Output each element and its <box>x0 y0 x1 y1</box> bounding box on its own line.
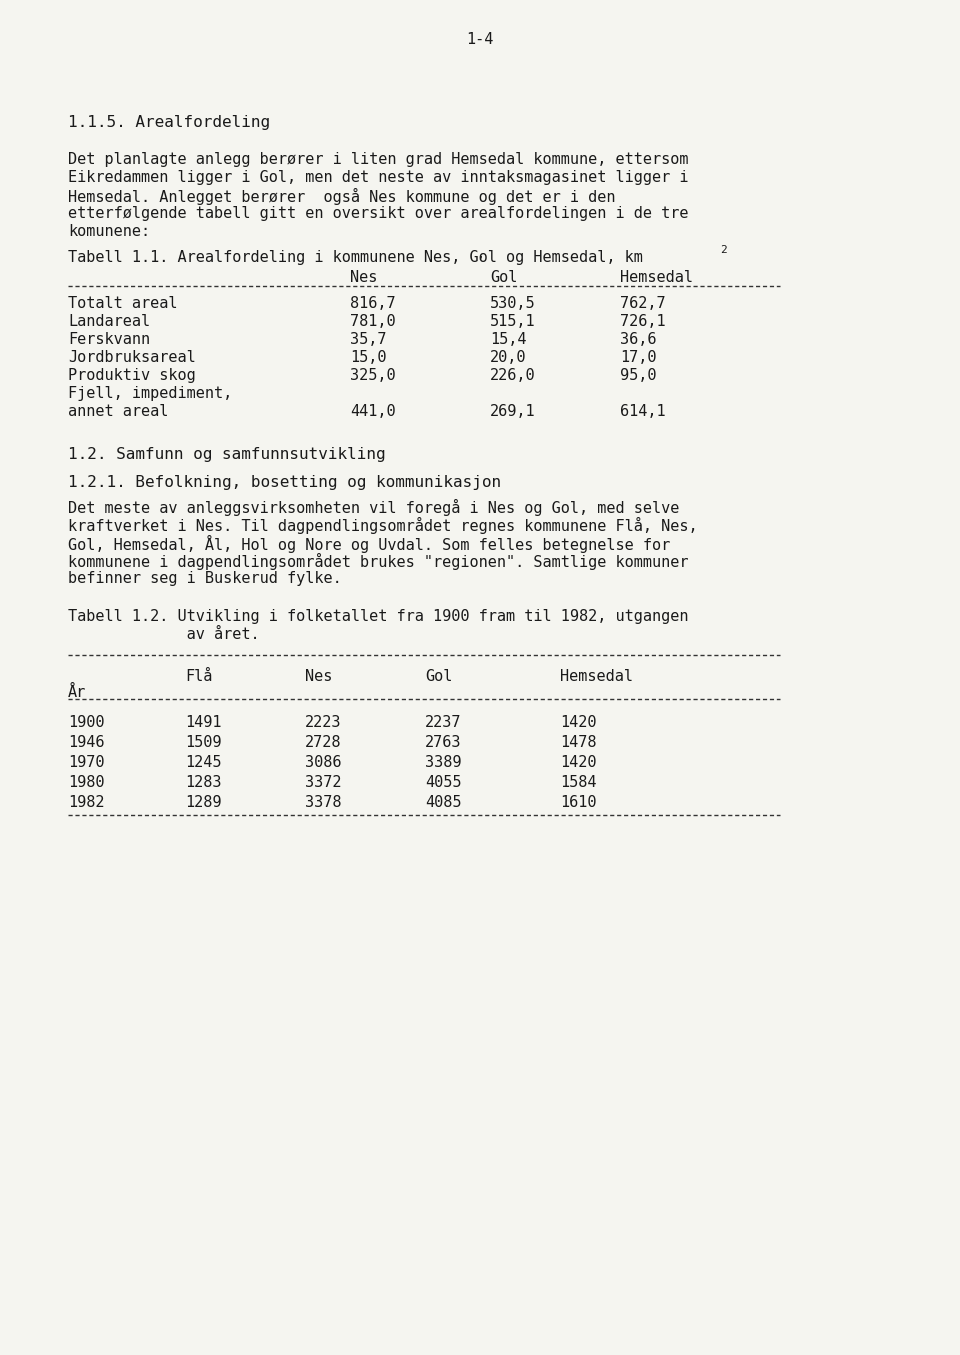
Text: 441,0: 441,0 <box>350 404 396 419</box>
Text: ’: ’ <box>476 256 484 270</box>
Text: 35,7: 35,7 <box>350 332 387 347</box>
Text: 1289: 1289 <box>185 795 222 810</box>
Text: 36,6: 36,6 <box>620 332 657 347</box>
Text: Ferskvann: Ferskvann <box>68 332 150 347</box>
Text: 1509: 1509 <box>185 734 222 751</box>
Text: Hemsedal. Anlegget berører  også Nes kommune og det er i den: Hemsedal. Anlegget berører også Nes komm… <box>68 188 615 205</box>
Text: Gol: Gol <box>490 270 517 285</box>
Text: kraftverket i Nes. Til dagpendlingsområdet regnes kommunene Flå, Nes,: kraftverket i Nes. Til dagpendlingsområd… <box>68 518 698 534</box>
Text: Det meste av anleggsvirksomheten vil foregå i Nes og Gol, med selve: Det meste av anleggsvirksomheten vil for… <box>68 499 680 516</box>
Text: 1584: 1584 <box>560 775 596 790</box>
Text: Nes: Nes <box>350 270 377 285</box>
Text: 226,0: 226,0 <box>490 369 536 383</box>
Text: 1420: 1420 <box>560 715 596 730</box>
Text: 3372: 3372 <box>305 775 342 790</box>
Text: 1245: 1245 <box>185 755 222 770</box>
Text: 762,7: 762,7 <box>620 295 665 312</box>
Text: 15,0: 15,0 <box>350 350 387 364</box>
Text: Totalt areal: Totalt areal <box>68 295 178 312</box>
Text: 1491: 1491 <box>185 715 222 730</box>
Text: 2237: 2237 <box>425 715 462 730</box>
Text: 816,7: 816,7 <box>350 295 396 312</box>
Text: 15,4: 15,4 <box>490 332 526 347</box>
Text: 781,0: 781,0 <box>350 314 396 329</box>
Text: 325,0: 325,0 <box>350 369 396 383</box>
Text: Tabell 1.2. Utvikling i folketallet fra 1900 fram til 1982, utgangen: Tabell 1.2. Utvikling i folketallet fra … <box>68 608 688 625</box>
Text: Hemsedal: Hemsedal <box>620 270 693 285</box>
Text: 1283: 1283 <box>185 775 222 790</box>
Text: av året.: av året. <box>68 627 259 642</box>
Text: 515,1: 515,1 <box>490 314 536 329</box>
Text: Gol: Gol <box>425 669 452 684</box>
Text: 1.1.5. Arealfordeling: 1.1.5. Arealfordeling <box>68 115 270 130</box>
Text: komunene:: komunene: <box>68 224 150 238</box>
Text: 20,0: 20,0 <box>490 350 526 364</box>
Text: År: År <box>68 686 86 701</box>
Text: 4085: 4085 <box>425 795 462 810</box>
Text: 1478: 1478 <box>560 734 596 751</box>
Text: Hemsedal: Hemsedal <box>560 669 633 684</box>
Text: annet areal: annet areal <box>68 404 168 419</box>
Text: 1420: 1420 <box>560 755 596 770</box>
Text: 726,1: 726,1 <box>620 314 665 329</box>
Text: 2223: 2223 <box>305 715 342 730</box>
Text: Produktiv skog: Produktiv skog <box>68 369 196 383</box>
Text: Landareal: Landareal <box>68 314 150 329</box>
Text: 3378: 3378 <box>305 795 342 810</box>
Text: 1946: 1946 <box>68 734 105 751</box>
Text: 17,0: 17,0 <box>620 350 657 364</box>
Text: Det planlagte anlegg berører i liten grad Hemsedal kommune, ettersom: Det planlagte anlegg berører i liten gra… <box>68 152 688 167</box>
Text: 269,1: 269,1 <box>490 404 536 419</box>
Text: 1970: 1970 <box>68 755 105 770</box>
Text: Gol, Hemsedal, Ål, Hol og Nore og Uvdal. Som felles betegnelse for: Gol, Hemsedal, Ål, Hol og Nore og Uvdal.… <box>68 535 670 553</box>
Text: 1.2.1. Befolkning, bosetting og kommunikasjon: 1.2.1. Befolkning, bosetting og kommunik… <box>68 476 501 491</box>
Text: Jordbruksareal: Jordbruksareal <box>68 350 196 364</box>
Text: 2728: 2728 <box>305 734 342 751</box>
Text: Fjell, impediment,: Fjell, impediment, <box>68 386 232 401</box>
Text: 2763: 2763 <box>425 734 462 751</box>
Text: 1610: 1610 <box>560 795 596 810</box>
Text: Flå: Flå <box>185 669 212 684</box>
Text: 1900: 1900 <box>68 715 105 730</box>
Text: 3086: 3086 <box>305 755 342 770</box>
Text: 530,5: 530,5 <box>490 295 536 312</box>
Text: befinner seg i Buskerud fylke.: befinner seg i Buskerud fylke. <box>68 570 342 585</box>
Text: 1-4: 1-4 <box>467 33 493 47</box>
Text: 1980: 1980 <box>68 775 105 790</box>
Text: 4055: 4055 <box>425 775 462 790</box>
Text: 2: 2 <box>720 245 727 255</box>
Text: Eikredammen ligger i Gol, men det neste av inntaksmagasinet ligger i: Eikredammen ligger i Gol, men det neste … <box>68 169 688 186</box>
Text: kommunene i dagpendlingsområdet brukes "regionen". Samtlige kommuner: kommunene i dagpendlingsområdet brukes "… <box>68 553 688 570</box>
Text: etterfølgende tabell gitt en oversikt over arealfordelingen i de tre: etterfølgende tabell gitt en oversikt ov… <box>68 206 688 221</box>
Text: Tabell 1.1. Arealfordeling i kommunene Nes, Gol og Hemsedal, km: Tabell 1.1. Arealfordeling i kommunene N… <box>68 251 643 266</box>
Text: 3389: 3389 <box>425 755 462 770</box>
Text: 1.2. Samfunn og samfunnsutvikling: 1.2. Samfunn og samfunnsutvikling <box>68 447 386 462</box>
Text: 614,1: 614,1 <box>620 404 665 419</box>
Text: Nes: Nes <box>305 669 332 684</box>
Text: 95,0: 95,0 <box>620 369 657 383</box>
Text: 1982: 1982 <box>68 795 105 810</box>
